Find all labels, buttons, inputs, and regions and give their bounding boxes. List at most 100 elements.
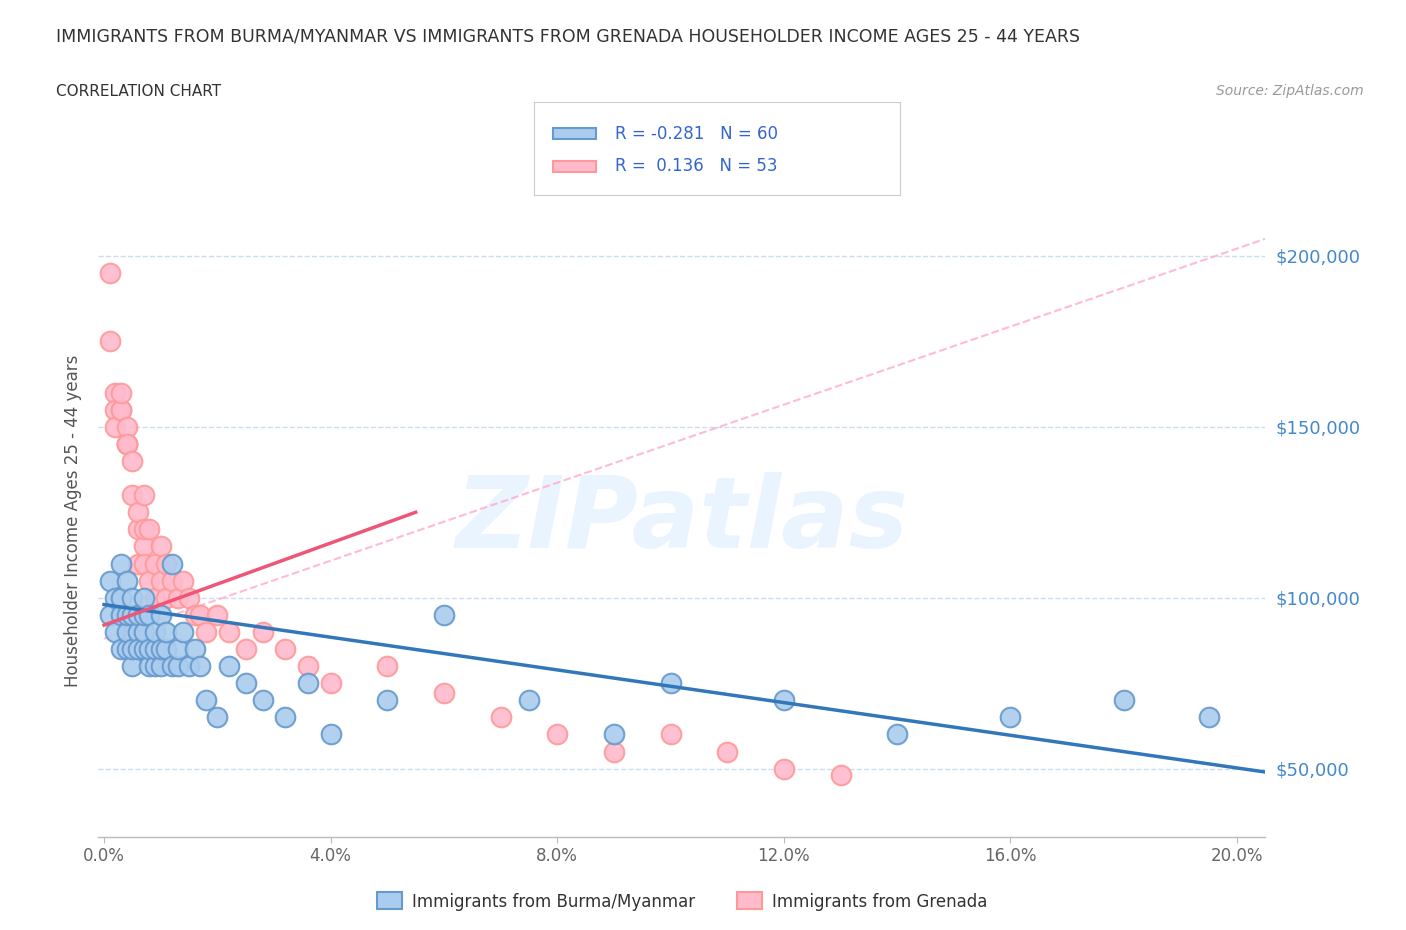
Point xyxy=(1000,710,1022,724)
Point xyxy=(773,693,796,708)
Point xyxy=(190,607,212,622)
Point xyxy=(110,591,132,605)
Point xyxy=(104,385,127,400)
Point xyxy=(132,607,155,622)
Point xyxy=(252,624,274,639)
Point xyxy=(121,624,143,639)
Point xyxy=(1198,710,1220,724)
Point xyxy=(115,573,138,588)
Point xyxy=(177,658,200,673)
Point xyxy=(110,403,132,418)
Point xyxy=(166,591,188,605)
Point xyxy=(110,607,132,622)
Point xyxy=(207,710,229,724)
Text: R =  0.136   N = 53: R = 0.136 N = 53 xyxy=(614,157,778,176)
Point xyxy=(166,642,188,657)
Text: CORRELATION CHART: CORRELATION CHART xyxy=(56,84,221,99)
Point xyxy=(149,573,172,588)
Point xyxy=(603,727,626,742)
Point xyxy=(127,607,149,622)
Point xyxy=(132,642,155,657)
Point xyxy=(110,385,132,400)
Point xyxy=(149,607,172,622)
Point xyxy=(375,693,398,708)
Point xyxy=(155,591,177,605)
Point xyxy=(155,556,177,571)
Point xyxy=(183,607,205,622)
Point xyxy=(138,607,160,622)
Point xyxy=(433,686,456,701)
Point xyxy=(104,403,127,418)
Point xyxy=(160,573,183,588)
Point xyxy=(143,556,166,571)
Point xyxy=(297,676,319,691)
Point xyxy=(190,658,212,673)
Point xyxy=(886,727,908,742)
Point xyxy=(143,591,166,605)
Point xyxy=(1112,693,1135,708)
Point xyxy=(207,607,229,622)
Point xyxy=(104,624,127,639)
Point xyxy=(132,539,155,554)
Point xyxy=(160,658,183,673)
Point xyxy=(166,658,188,673)
Point xyxy=(138,573,160,588)
Point xyxy=(252,693,274,708)
Point xyxy=(115,436,138,451)
Point xyxy=(127,624,149,639)
Point xyxy=(132,522,155,537)
Legend: Immigrants from Burma/Myanmar, Immigrants from Grenada: Immigrants from Burma/Myanmar, Immigrant… xyxy=(370,885,994,917)
Point xyxy=(155,642,177,657)
Point xyxy=(115,607,138,622)
Point xyxy=(143,624,166,639)
Point xyxy=(160,556,183,571)
Point xyxy=(98,607,121,622)
Point xyxy=(127,505,149,520)
Point xyxy=(319,727,342,742)
Point xyxy=(195,693,218,708)
Point xyxy=(659,727,682,742)
Text: Source: ZipAtlas.com: Source: ZipAtlas.com xyxy=(1216,84,1364,98)
Point xyxy=(149,539,172,554)
Point xyxy=(132,487,155,502)
Point xyxy=(235,676,257,691)
Point xyxy=(143,642,166,657)
Point xyxy=(121,454,143,469)
Point xyxy=(121,591,143,605)
Point xyxy=(517,693,540,708)
Point xyxy=(172,573,194,588)
Point xyxy=(195,624,218,639)
Point xyxy=(132,624,155,639)
Point xyxy=(659,676,682,691)
Point xyxy=(127,522,149,537)
Point xyxy=(115,419,138,434)
Point xyxy=(218,624,240,639)
Point xyxy=(489,710,512,724)
Point xyxy=(274,710,297,724)
Point xyxy=(716,744,738,759)
Point xyxy=(172,624,194,639)
Point xyxy=(121,642,143,657)
Point xyxy=(98,573,121,588)
Point xyxy=(98,334,121,349)
Point xyxy=(433,607,456,622)
Point xyxy=(104,591,127,605)
Point xyxy=(138,658,160,673)
Point xyxy=(830,768,852,783)
Point xyxy=(138,642,160,657)
Point xyxy=(115,436,138,451)
Point xyxy=(104,419,127,434)
Point xyxy=(143,658,166,673)
Point xyxy=(132,556,155,571)
Point xyxy=(115,436,138,451)
Point xyxy=(149,658,172,673)
Point xyxy=(274,642,297,657)
Point xyxy=(155,624,177,639)
Point xyxy=(127,642,149,657)
Bar xyxy=(553,161,596,172)
Point xyxy=(218,658,240,673)
Point xyxy=(110,556,132,571)
Text: ZIPatlas: ZIPatlas xyxy=(456,472,908,569)
Point xyxy=(149,642,172,657)
Point xyxy=(297,658,319,673)
